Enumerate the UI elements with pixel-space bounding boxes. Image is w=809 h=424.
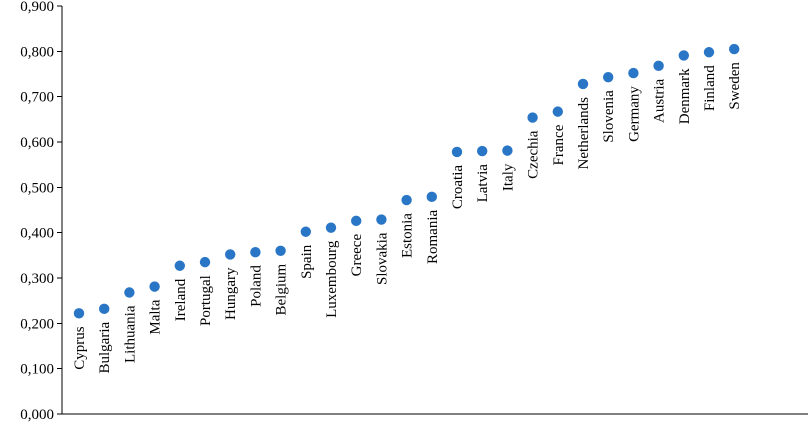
data-point bbox=[376, 214, 387, 225]
category-label: Ireland bbox=[173, 278, 189, 321]
category-label: Luxembourg bbox=[324, 240, 340, 318]
category-label: Italy bbox=[500, 163, 516, 191]
category-label: Slovakia bbox=[374, 232, 390, 285]
category-label: Cyprus bbox=[72, 326, 88, 370]
category-label: Belgium bbox=[274, 263, 290, 315]
data-point bbox=[73, 308, 85, 319]
data-point bbox=[351, 215, 362, 227]
data-point bbox=[628, 67, 639, 79]
data-point bbox=[527, 112, 538, 123]
data-point bbox=[300, 226, 311, 237]
category-label: Austria bbox=[652, 79, 668, 124]
category-label: Denmark bbox=[677, 68, 693, 124]
data-point bbox=[99, 303, 110, 315]
category-labels: Cyprus Bulgaria Lithuania Malta Ireland Portu… bbox=[72, 62, 743, 374]
data-point bbox=[653, 60, 664, 72]
category-label: Malta bbox=[148, 299, 164, 334]
category-label: Germany bbox=[626, 86, 642, 142]
y-tick-label: 0,800 bbox=[20, 44, 54, 60]
category-label: Bulgaria bbox=[97, 321, 113, 373]
data-point bbox=[149, 281, 160, 292]
data-point bbox=[401, 194, 412, 206]
data-point bbox=[477, 145, 488, 157]
data-point bbox=[729, 43, 740, 55]
category-label: Croatia bbox=[450, 165, 466, 209]
y-tick-label: 0,700 bbox=[20, 90, 54, 106]
category-label: Estonia bbox=[400, 213, 416, 258]
data-point bbox=[250, 246, 261, 258]
category-label: Slovenia bbox=[601, 90, 617, 143]
category-label: Czechia bbox=[526, 130, 542, 179]
y-tick-label: 0,900 bbox=[20, 0, 54, 15]
category-label: Finland bbox=[702, 65, 718, 111]
data-point bbox=[174, 260, 185, 271]
category-label: Spain bbox=[299, 244, 315, 279]
data-point bbox=[552, 106, 563, 117]
y-tick-label: 0,500 bbox=[20, 180, 54, 196]
data-point bbox=[426, 191, 437, 203]
data-point bbox=[275, 245, 286, 256]
category-label: France bbox=[551, 124, 567, 165]
data-point bbox=[678, 50, 689, 61]
data-point bbox=[225, 249, 236, 260]
data-point bbox=[502, 145, 513, 156]
data-point bbox=[325, 222, 337, 233]
category-label: Netherlands bbox=[576, 97, 592, 170]
data-point bbox=[703, 47, 715, 58]
y-tick-label: 0,100 bbox=[20, 362, 54, 378]
y-tick-label: 0,300 bbox=[20, 271, 54, 287]
category-label: Portugal bbox=[198, 275, 214, 326]
y-tick-label: 0,600 bbox=[20, 135, 54, 151]
data-point bbox=[577, 78, 589, 90]
category-label: Hungary bbox=[223, 267, 239, 320]
y-tick-label: 0,400 bbox=[20, 226, 54, 242]
data-point bbox=[603, 71, 614, 83]
category-label: Poland bbox=[248, 265, 264, 307]
category-label: Lithuania bbox=[122, 305, 138, 363]
data-point bbox=[451, 146, 463, 158]
category-label: Romania bbox=[425, 210, 441, 264]
category-label: Sweden bbox=[727, 62, 743, 110]
data-point bbox=[199, 256, 211, 268]
category-label: Greece bbox=[349, 234, 365, 277]
data-point bbox=[124, 287, 135, 298]
y-axis: 0,000 0,100 0,200 0,300 0,400 0,500 0,600 0,700… bbox=[20, 0, 63, 423]
data-points bbox=[73, 43, 740, 319]
y-tick-label: 0,000 bbox=[20, 407, 54, 423]
category-label: Latvia bbox=[475, 164, 491, 203]
y-tick-label: 0,200 bbox=[20, 316, 54, 332]
